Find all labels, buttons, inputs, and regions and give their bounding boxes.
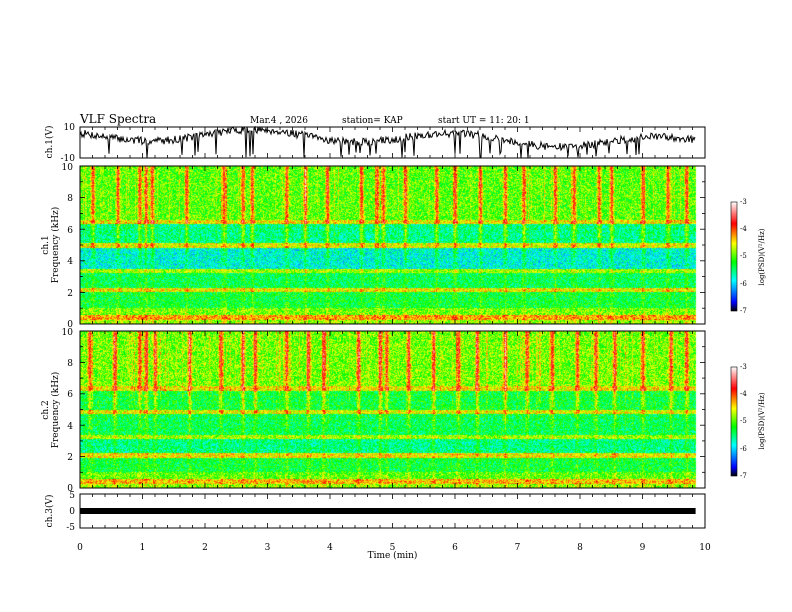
station-label: station= KAP <box>342 116 403 126</box>
ch1-waveform-trace <box>79 125 696 159</box>
ch1-ytick-10: 10 <box>62 163 74 173</box>
ch1-ytick-bottom: -10 <box>61 154 76 164</box>
ch3-waveform-ticks <box>79 494 706 528</box>
ch2-cb-tick-m7: -7 <box>740 472 747 480</box>
figure-title: VLF Spectra <box>79 112 156 126</box>
ch2-cb-tick-m3: -3 <box>740 363 747 371</box>
ch2-spectrogram-ticks <box>79 330 706 489</box>
ch1-colorbar-label: log(PSD)(V²/Hz) <box>758 228 766 285</box>
ch1-ytick-4: 4 <box>67 257 73 267</box>
ch1-frequency-ylabel: Frequency (kHz) <box>50 207 61 284</box>
ch1-cb-tick-m4: -4 <box>740 225 747 233</box>
ch3-ytick-0: 0 <box>69 507 75 517</box>
ch1-spectrogram-panel: 0 2 4 6 8 10 ch.1 Frequency (kHz) <box>41 163 706 330</box>
time-tick-2: 2 <box>202 543 208 553</box>
ch1-ytick-8: 8 <box>67 194 73 204</box>
ch2-ytick-6: 6 <box>67 390 73 400</box>
ch1-waveform-panel: 10 -10 ch.1(V) <box>44 123 706 164</box>
ch3-waveform-panel: 5 0 -5 ch.3(V) <box>44 491 706 533</box>
ch1-ytick-top: 10 <box>64 123 76 133</box>
ch1-spectrogram-ylabel: ch.1 <box>41 235 51 254</box>
ch2-colorbar-gradient <box>730 366 738 477</box>
ch1-ytick-0: 0 <box>67 320 73 330</box>
ch2-frequency-ylabel: Frequency (kHz) <box>50 372 61 449</box>
ch1-colorbar: -3 -4 -5 -6 -7 log(PSD)(V²/Hz) <box>730 198 766 315</box>
ch2-cb-tick-m4: -4 <box>740 390 747 398</box>
time-tick-6: 6 <box>452 543 458 553</box>
ch2-ytick-4: 4 <box>67 422 73 432</box>
ch2-spectrogram-image <box>80 331 705 488</box>
ch1-ytick-6: 6 <box>67 226 73 236</box>
ch1-ytick-2: 2 <box>67 289 73 299</box>
ch2-ytick-2: 2 <box>67 453 73 463</box>
ch1-cb-tick-m3: -3 <box>740 198 747 206</box>
time-tick-3: 3 <box>265 543 271 553</box>
ch2-spectrogram-panel: 0 2 4 6 8 10 ch.2 Frequency (kHz) <box>41 328 706 494</box>
ch3-ytick-m5: -5 <box>66 523 75 533</box>
ch3-waveform-ylabel: ch.3(V) <box>44 495 55 528</box>
time-axis-label: Time (min) <box>368 550 418 561</box>
ch1-spectrogram-image <box>80 166 705 324</box>
ch3-ytick-5: 5 <box>69 491 75 501</box>
ch2-colorbar: -3 -4 -5 -6 -7 log(PSD)(V²/Hz) <box>730 363 766 480</box>
ch2-cb-tick-m6: -6 <box>740 445 747 453</box>
ch1-cb-tick-m7: -7 <box>740 307 747 315</box>
time-tick-10: 10 <box>699 543 711 553</box>
ch1-waveform-ylabel: ch.1(V) <box>44 126 55 159</box>
ch1-cb-tick-m5: -5 <box>740 252 747 260</box>
time-tick-5: 5 <box>390 543 396 553</box>
time-tick-8: 8 <box>577 543 583 553</box>
time-axis: 0 1 2 3 4 5 6 7 8 9 10 Time (min) <box>77 543 711 561</box>
ch2-ytick-8: 8 <box>67 359 73 369</box>
ch1-spectrogram-ticks <box>79 165 706 325</box>
ch3-waveform-trace <box>80 508 696 514</box>
time-tick-9: 9 <box>640 543 646 553</box>
ch2-ytick-0: 0 <box>67 484 73 494</box>
ch1-colorbar-gradient <box>730 201 738 312</box>
time-tick-0: 0 <box>77 543 83 553</box>
ch2-cb-tick-m5: -5 <box>740 417 747 425</box>
time-tick-4: 4 <box>327 543 333 553</box>
ch2-colorbar-label: log(PSD)(V²/Hz) <box>758 392 766 449</box>
ch2-spectrogram-ylabel: ch.2 <box>41 400 51 419</box>
ch2-ytick-10: 10 <box>62 328 74 338</box>
time-tick-1: 1 <box>140 543 146 553</box>
ch1-waveform-ticks <box>79 127 706 158</box>
start-ut-label: start UT = 11: 20: 1 <box>438 116 530 126</box>
date-label: Mar.4 , 2026 <box>250 116 308 126</box>
ch1-cb-tick-m6: -6 <box>740 280 747 288</box>
time-tick-7: 7 <box>515 543 521 553</box>
